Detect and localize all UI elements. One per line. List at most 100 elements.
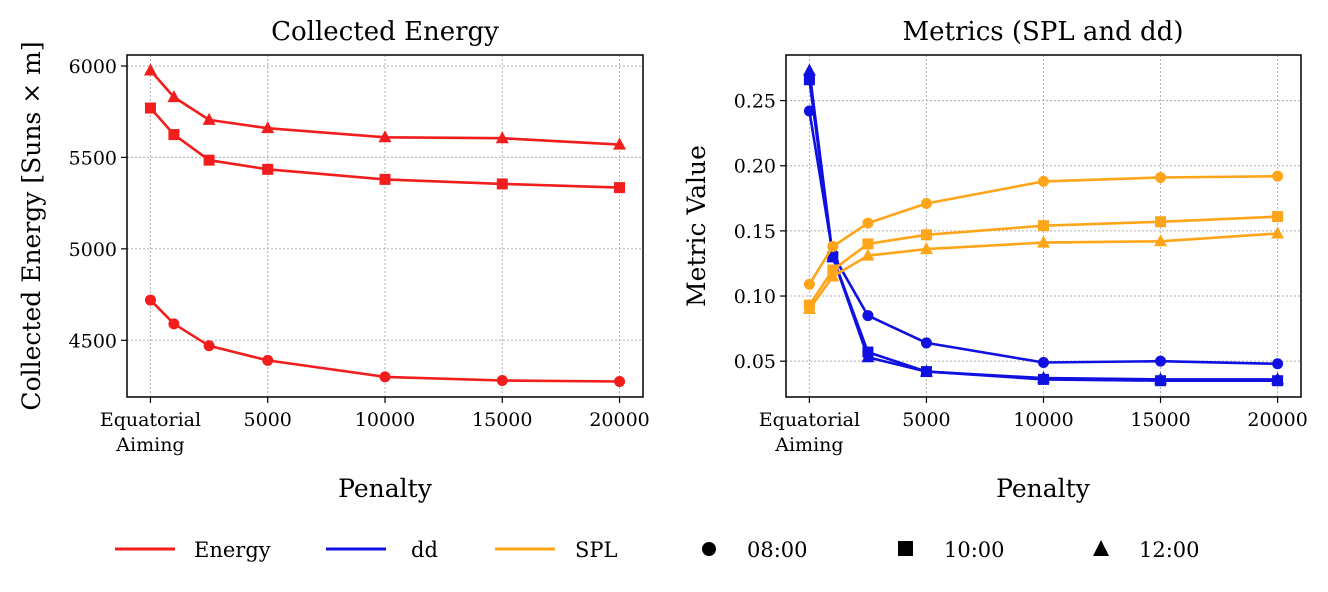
data-point-circle xyxy=(262,354,274,366)
data-point-triangle xyxy=(1037,235,1050,248)
data-point-square xyxy=(1272,211,1284,223)
x-tick-label: Equatorial xyxy=(100,409,201,431)
data-point-circle xyxy=(1155,355,1167,367)
data-point-triangle xyxy=(1037,371,1050,384)
x-tick-label: 5000 xyxy=(902,409,950,431)
data-point-circle xyxy=(862,217,874,229)
chart-title: Collected Energy xyxy=(271,17,499,47)
data-point-triangle xyxy=(802,63,816,76)
data-point-circle xyxy=(1038,175,1049,187)
ticks: Equatorial Aiming 5000 10000 15000 20000 0.05 0… xyxy=(734,91,1308,456)
data-point-circle xyxy=(144,294,156,306)
chart-title: Metrics (SPL and dd) xyxy=(903,17,1184,47)
series-energy-08-00 xyxy=(144,294,626,387)
legend-item-energy: Energy xyxy=(115,538,271,562)
data-point-square xyxy=(496,178,508,190)
collected-energy-chart: Collected Energy Penalty Collected Energ… xyxy=(17,17,650,503)
data-point-circle xyxy=(203,340,215,352)
data-point-triangle xyxy=(167,90,181,103)
legend-label-0800: 08:00 xyxy=(747,538,808,562)
legend-item-spl: SPL xyxy=(495,538,618,562)
x-tick-label: 10000 xyxy=(1013,409,1073,431)
data-point-triangle xyxy=(613,137,627,150)
legend-item-0800: 08:00 xyxy=(702,538,808,562)
data-point-square xyxy=(920,229,932,241)
x-tick-label: 20000 xyxy=(589,409,649,431)
data-point-square xyxy=(1038,220,1049,232)
square-marker-icon xyxy=(898,541,913,556)
x-axis-label: Penalty xyxy=(996,474,1091,503)
data-point-triangle xyxy=(802,302,816,315)
data-point-triangle xyxy=(919,364,933,377)
y-tick-label: 0.15 xyxy=(734,221,776,243)
x-tick-label: 20000 xyxy=(1247,409,1307,431)
legend-label-1200: 12:00 xyxy=(1139,538,1200,562)
data-point-square xyxy=(262,163,274,175)
data-point-circle xyxy=(920,337,932,349)
data-point-triangle xyxy=(202,112,216,125)
data-point-triangle xyxy=(1154,234,1168,247)
data-point-triangle xyxy=(826,269,840,282)
data-point-triangle xyxy=(861,248,875,261)
data-point-triangle xyxy=(495,131,509,144)
y-tick-label: 0.05 xyxy=(734,351,776,373)
data-point-circle xyxy=(614,375,626,387)
x-tick-label: 15000 xyxy=(472,409,532,431)
x-tick-label: Aiming xyxy=(774,434,843,456)
data-point-triangle xyxy=(378,130,392,143)
y-tick-label: 5000 xyxy=(69,239,117,261)
data-point-circle xyxy=(862,310,874,322)
triangle-marker-icon xyxy=(1093,540,1109,556)
y-tick-label: 5500 xyxy=(69,147,117,169)
x-tick-label: Equatorial xyxy=(759,409,860,431)
series-spl-08-00 xyxy=(803,170,1284,290)
data-point-triangle xyxy=(143,63,157,76)
legend-label-dd: dd xyxy=(411,538,438,562)
data-point-square xyxy=(614,182,626,194)
data-point-square xyxy=(862,238,874,250)
legend-item-1000: 10:00 xyxy=(898,538,1005,562)
data-point-circle xyxy=(168,318,180,330)
y-tick-label: 0.20 xyxy=(734,156,776,178)
legend-label-energy: Energy xyxy=(194,538,271,562)
x-tick-label: Aiming xyxy=(115,434,184,456)
data-point-circle xyxy=(920,198,932,210)
x-tick-label: 5000 xyxy=(244,409,292,431)
x-axis-label: Penalty xyxy=(338,474,433,503)
plot-frame xyxy=(126,54,644,398)
legend-label-spl: SPL xyxy=(575,538,618,562)
y-tick-label: 0.25 xyxy=(734,91,776,113)
data-point-circle xyxy=(1038,356,1049,368)
data-point-circle xyxy=(1155,171,1167,183)
y-tick-label: 6000 xyxy=(69,56,117,78)
ticks: Equatorial Aiming 5000 10000 15000 20000 4500 5… xyxy=(69,56,650,456)
x-tick-label: 15000 xyxy=(1130,409,1190,431)
data-point-circle xyxy=(803,278,815,290)
series-spl-12-00 xyxy=(802,226,1285,315)
data-point-triangle xyxy=(919,242,933,255)
data-point-triangle xyxy=(1271,372,1285,385)
data-point-square xyxy=(379,173,391,185)
plot-frame xyxy=(785,54,1302,398)
metrics-chart: Metrics (SPL and dd) Penalty Metric Valu… xyxy=(682,17,1308,503)
data-point-triangle xyxy=(261,121,275,134)
data-point-triangle xyxy=(861,350,875,363)
data-point-circle xyxy=(1272,358,1284,370)
x-tick-label: 10000 xyxy=(355,409,415,431)
y-axis-label: Metric Value xyxy=(682,145,711,307)
legend-item-1200: 12:00 xyxy=(1093,538,1200,562)
data-point-circle xyxy=(379,371,391,383)
data-point-triangle xyxy=(826,249,840,262)
data-point-square xyxy=(203,154,215,166)
data-point-square xyxy=(1155,216,1167,228)
legend-item-dd: dd xyxy=(326,538,438,562)
data-point-square xyxy=(144,102,156,114)
data-point-square xyxy=(168,129,180,141)
data-point-triangle xyxy=(1271,226,1285,239)
legend-label-1000: 10:00 xyxy=(944,538,1005,562)
data-point-triangle xyxy=(1154,372,1168,385)
data-point-circle xyxy=(496,375,508,387)
y-tick-label: 0.10 xyxy=(734,286,776,308)
circle-marker-icon xyxy=(702,542,716,556)
